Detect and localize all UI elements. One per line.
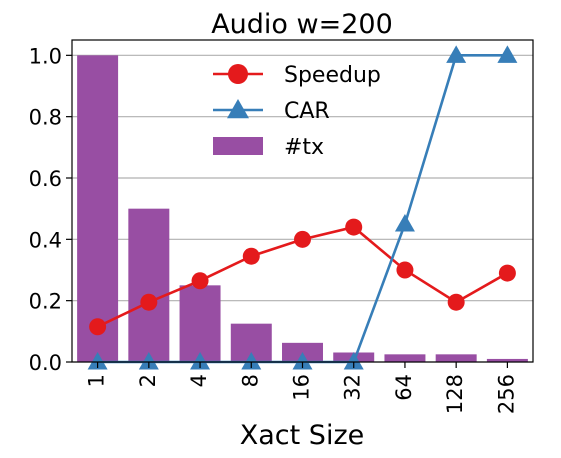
y-tick-label: 0.2 xyxy=(29,290,62,314)
chart-title: Audio w=200 xyxy=(211,9,393,40)
y-tick-label: 1.0 xyxy=(29,44,62,68)
x-tick-label: 32 xyxy=(341,374,365,401)
x-tick-label: 8 xyxy=(238,374,262,387)
bars xyxy=(77,55,528,362)
legend-label: Speedup xyxy=(284,63,381,88)
data-point xyxy=(138,352,159,370)
data-point xyxy=(87,352,108,370)
x-tick-label: 128 xyxy=(443,374,467,414)
data-point xyxy=(190,352,211,370)
data-point xyxy=(140,293,158,311)
y-axis: 0.0 0.2 0.4 0.6 0.8 1.0 xyxy=(29,44,72,375)
data-point xyxy=(294,230,311,248)
y-tick-label: 0.0 xyxy=(29,351,62,375)
bar xyxy=(77,55,119,362)
x-axis: 1 2 4 8 16 32 64 128 256 xyxy=(85,362,518,414)
data-point xyxy=(497,45,518,63)
legend-marker xyxy=(228,64,248,84)
data-point xyxy=(343,352,364,370)
y-tick-label: 0.4 xyxy=(29,228,62,252)
legend-marker xyxy=(227,99,249,119)
x-tick-label: 4 xyxy=(187,374,211,387)
x-tick-label: 64 xyxy=(392,374,416,401)
data-point xyxy=(447,293,465,311)
bar xyxy=(384,354,426,362)
data-point xyxy=(191,272,209,290)
data-point xyxy=(242,247,260,265)
x-tick-label: 1 xyxy=(85,374,109,387)
data-point xyxy=(446,45,467,63)
data-point xyxy=(396,261,414,279)
data-point xyxy=(345,218,363,236)
bar xyxy=(128,208,170,362)
legend-swatch xyxy=(213,137,263,155)
x-tick-label: 2 xyxy=(136,374,160,387)
bar xyxy=(486,358,528,362)
legend: Speedup CAR #tx xyxy=(213,63,381,160)
x-axis-label: Xact Size xyxy=(240,420,364,451)
data-point xyxy=(498,264,516,282)
data-point xyxy=(394,214,415,232)
y-tick-label: 0.8 xyxy=(29,106,62,130)
legend-label: CAR xyxy=(284,99,330,124)
y-tick-label: 0.6 xyxy=(29,167,62,191)
data-point xyxy=(89,318,107,336)
bar xyxy=(435,354,477,362)
x-tick-label: 16 xyxy=(290,374,314,401)
bar xyxy=(179,285,221,362)
data-point xyxy=(241,352,262,370)
x-tick-label: 256 xyxy=(494,374,518,414)
data-point xyxy=(292,352,313,370)
legend-label: #tx xyxy=(284,135,324,160)
